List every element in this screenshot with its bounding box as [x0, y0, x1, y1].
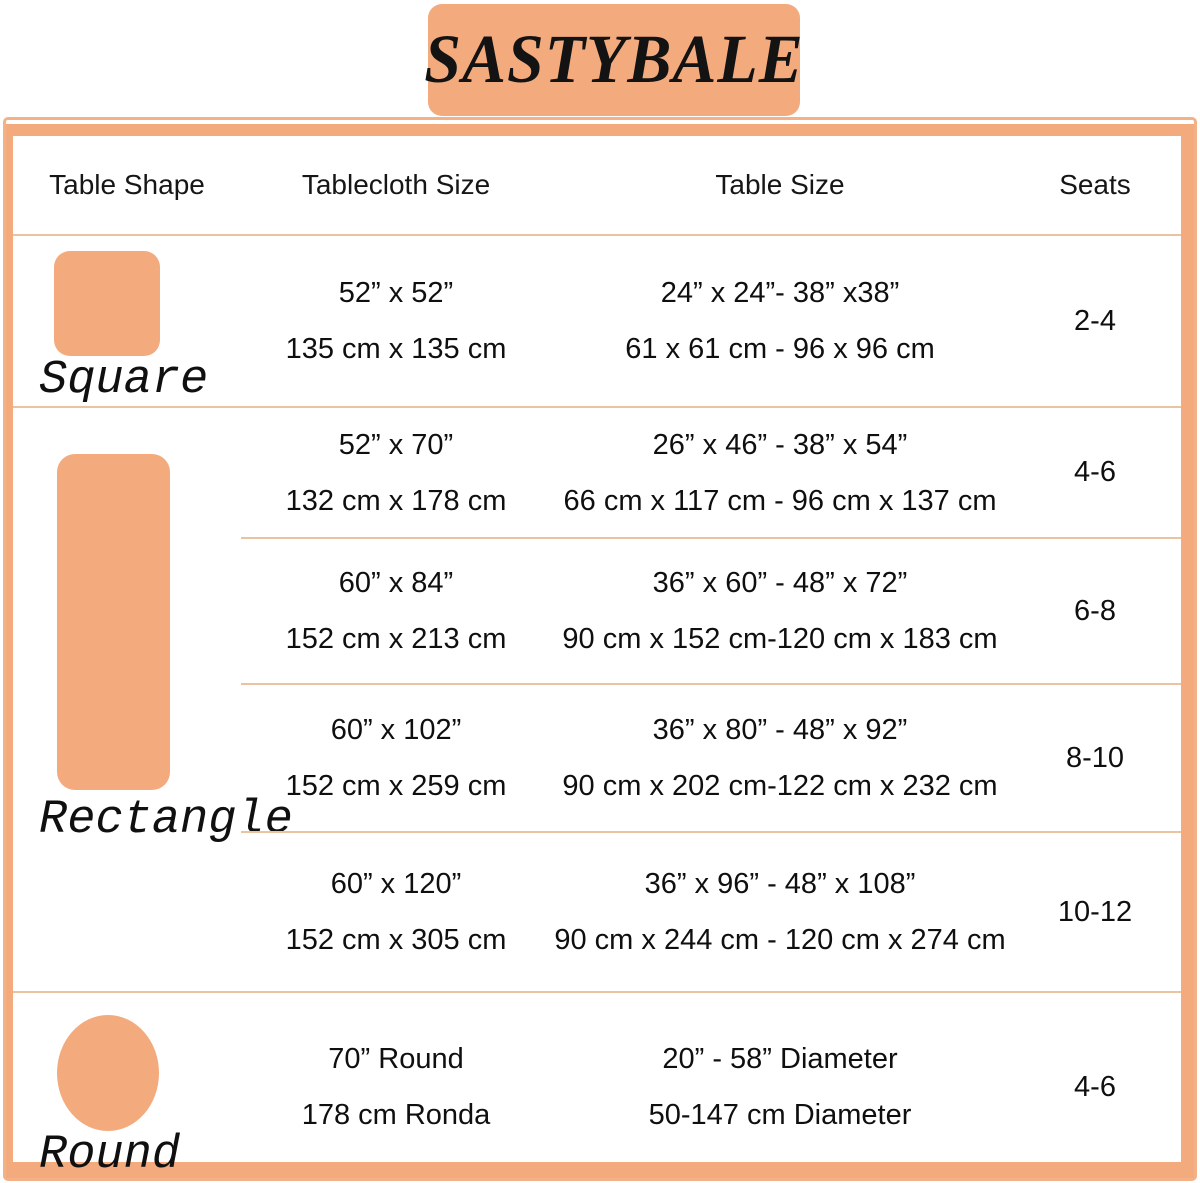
- tablecloth-size-inches: 60” x 84”: [338, 567, 454, 599]
- table-size-inches: 36” x 96” - 48” x 108”: [644, 868, 916, 900]
- seats-value: 6-8: [1009, 539, 1181, 685]
- cell-tablecloth-size: 52” x 70” 132 cm x 178 cm: [241, 408, 551, 539]
- square-shape-icon: [54, 251, 160, 356]
- seats-value: 10-12: [1009, 833, 1181, 993]
- cell-table-size: 36” x 80” - 48” x 92” 90 cm x 202 cm-122…: [551, 685, 1009, 833]
- tablecloth-size-inches: 60” x 102”: [330, 714, 462, 746]
- tablecloth-size-inches: 52” x 52”: [338, 277, 454, 309]
- rectangle-shape-icon: [57, 454, 170, 790]
- table-size-inches: 26” x 46” - 38” x 54”: [652, 428, 908, 461]
- size-chart-table: Table Shape Tablecloth Size Table Size S…: [13, 136, 1181, 1181]
- tablecloth-size-cm: 132 cm x 178 cm: [285, 484, 507, 517]
- size-chart-frame-inner: Table Shape Tablecloth Size Table Size S…: [6, 124, 1194, 1181]
- brand-title: SASTYBALE: [424, 21, 804, 98]
- cell-table-size: 36” x 60” - 48” x 72” 90 cm x 152 cm-120…: [551, 539, 1009, 685]
- tablecloth-size-inches: 60” x 120”: [330, 868, 462, 900]
- table-size-cm: 66 cm x 117 cm - 96 cm x 137 cm: [563, 484, 997, 517]
- table-size-inches: 36” x 80” - 48” x 92”: [652, 714, 908, 746]
- table-size-cm: 90 cm x 202 cm-122 cm x 232 cm: [562, 770, 998, 802]
- tablecloth-size-cm: 152 cm x 213 cm: [285, 623, 507, 655]
- cell-tablecloth-size: 60” x 84” 152 cm x 213 cm: [241, 539, 551, 685]
- cell-tablecloth-size: 60” x 120” 152 cm x 305 cm: [241, 833, 551, 993]
- shape-cell-square: Square: [13, 236, 241, 408]
- seats-value: 2-4: [1009, 236, 1181, 408]
- table-size-inches: 20” - 58” Diameter: [662, 1043, 898, 1075]
- table-size-inches: 24” x 24”- 38” x38”: [660, 277, 900, 309]
- cell-table-size: 26” x 46” - 38” x 54” 66 cm x 117 cm - 9…: [551, 408, 1009, 539]
- shape-label-rectangle: Rectangle: [39, 794, 293, 847]
- brand-banner: SASTYBALE: [424, 4, 803, 116]
- tablecloth-size-cm: 152 cm x 259 cm: [285, 770, 507, 802]
- table-size-cm: 50-147 cm Diameter: [648, 1099, 912, 1131]
- table-size-cm: 61 x 61 cm - 96 x 96 cm: [625, 333, 935, 365]
- shape-label-round: Round: [39, 1129, 181, 1182]
- seats-value: 8-10: [1009, 685, 1181, 833]
- tablecloth-size-inches: 52” x 70”: [338, 428, 454, 461]
- cell-table-size: 20” - 58” Diameter 50-147 cm Diameter: [551, 993, 1009, 1181]
- tablecloth-size-cm: 135 cm x 135 cm: [285, 333, 507, 365]
- cell-tablecloth-size: 52” x 52” 135 cm x 135 cm: [241, 236, 551, 408]
- header-seats: Seats: [1009, 136, 1181, 236]
- size-chart-frame: Table Shape Tablecloth Size Table Size S…: [3, 117, 1197, 1181]
- cell-tablecloth-size: 70” Round 178 cm Ronda: [241, 993, 551, 1181]
- tablecloth-size-cm: 152 cm x 305 cm: [285, 924, 507, 956]
- cell-table-size: 24” x 24”- 38” x38” 61 x 61 cm - 96 x 96…: [551, 236, 1009, 408]
- header-table-shape: Table Shape: [13, 136, 241, 236]
- cell-table-size: 36” x 96” - 48” x 108” 90 cm x 244 cm - …: [551, 833, 1009, 993]
- cell-tablecloth-size: 60” x 102” 152 cm x 259 cm: [241, 685, 551, 833]
- header-table-size: Table Size: [551, 136, 1009, 236]
- shape-cell-rectangle: Rectangle: [13, 408, 293, 993]
- table-size-inches: 36” x 60” - 48” x 72”: [652, 567, 908, 599]
- tablecloth-size-inches: 70” Round: [328, 1043, 464, 1075]
- seats-value: 4-6: [1074, 1070, 1116, 1103]
- table-size-cm: 90 cm x 244 cm - 120 cm x 274 cm: [554, 924, 1006, 956]
- header-tablecloth-size: Tablecloth Size: [241, 136, 551, 236]
- table-size-cm: 90 cm x 152 cm-120 cm x 183 cm: [562, 623, 998, 655]
- seats-value: 4-6: [1009, 408, 1181, 539]
- tablecloth-size-cm: 178 cm Ronda: [301, 1099, 491, 1131]
- shape-cell-round: Round: [13, 993, 241, 1181]
- round-shape-icon: [57, 1015, 159, 1131]
- shape-label-square: Square: [39, 354, 209, 407]
